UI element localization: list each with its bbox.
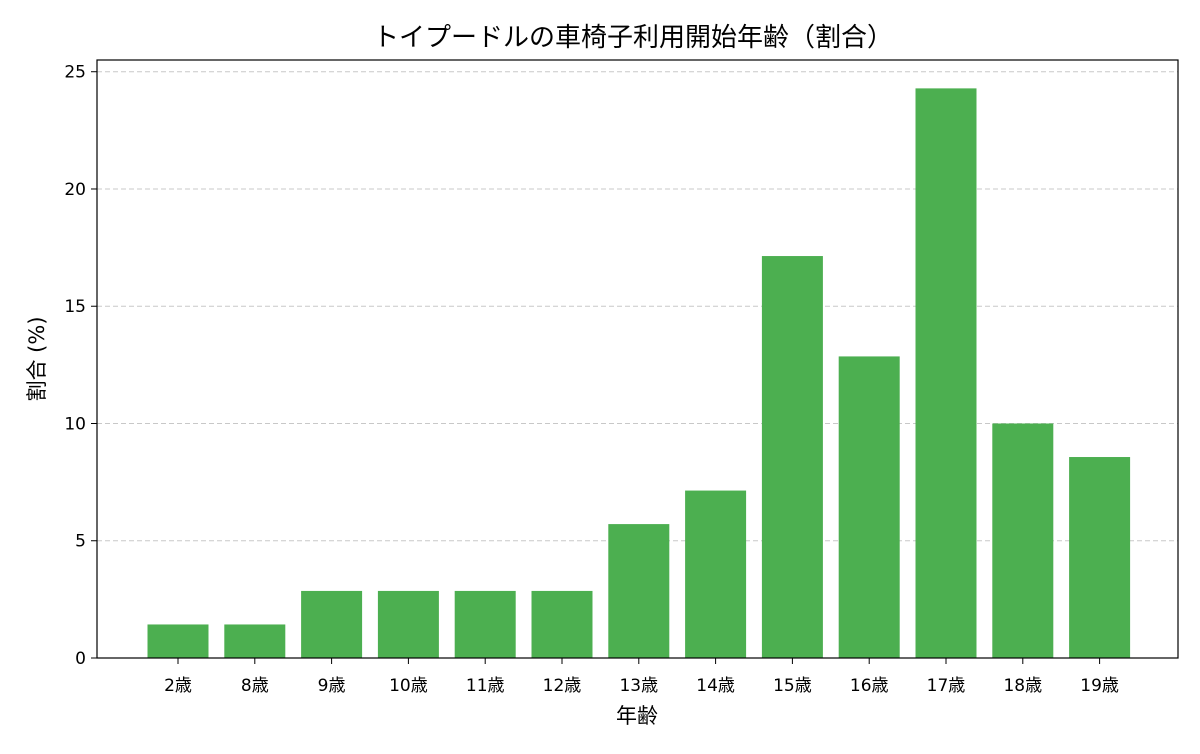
x-axis-ticks: 2歳 8歳 9歳 10歳 11歳 12歳 13歳 14歳 15歳 16歳 17歳 18歳 19歳 bbox=[164, 658, 1119, 696]
x-tick-label: 8歳 bbox=[241, 676, 269, 696]
bar bbox=[838, 356, 900, 658]
y-tick-label: 15 bbox=[64, 297, 86, 317]
bar bbox=[454, 590, 516, 658]
bar bbox=[761, 256, 823, 658]
bars bbox=[147, 88, 1131, 659]
y-tick-label: 5 bbox=[75, 532, 86, 552]
bar bbox=[685, 490, 747, 658]
x-tick-label: 10歳 bbox=[389, 676, 428, 696]
bar bbox=[992, 423, 1054, 658]
x-tick-label: 19歳 bbox=[1080, 676, 1119, 696]
bar bbox=[531, 590, 593, 658]
x-tick-label: 9歳 bbox=[318, 676, 346, 696]
y-tick-label: 25 bbox=[64, 63, 86, 83]
y-tick-label: 20 bbox=[64, 180, 86, 200]
y-tick-label: 0 bbox=[75, 649, 86, 669]
x-tick-label: 12歳 bbox=[543, 676, 582, 696]
bar bbox=[301, 590, 363, 658]
bar bbox=[1069, 457, 1131, 658]
x-tick-label: 17歳 bbox=[927, 676, 966, 696]
x-tick-label: 15歳 bbox=[773, 676, 812, 696]
x-tick-label: 18歳 bbox=[1003, 676, 1042, 696]
plot-frame bbox=[96, 59, 1179, 659]
bar bbox=[377, 590, 439, 658]
bar bbox=[147, 624, 209, 658]
chart-title: トイプードルの車椅子利用開始年齢（割合） bbox=[373, 23, 893, 53]
bar bbox=[608, 524, 670, 658]
x-axis-label: 年齢 bbox=[616, 704, 658, 728]
y-axis-label: 割合 (%) bbox=[25, 316, 49, 401]
x-tick-label: 14歳 bbox=[696, 676, 735, 696]
y-tick-label: 10 bbox=[64, 414, 86, 434]
x-tick-label: 11歳 bbox=[466, 676, 505, 696]
x-tick-label: 13歳 bbox=[619, 676, 658, 696]
bar bbox=[915, 88, 977, 659]
x-tick-label: 16歳 bbox=[850, 676, 889, 696]
x-tick-label: 2歳 bbox=[164, 676, 192, 696]
y-axis-ticks: 0 5 10 15 20 25 bbox=[64, 63, 97, 669]
bar bbox=[224, 624, 286, 658]
